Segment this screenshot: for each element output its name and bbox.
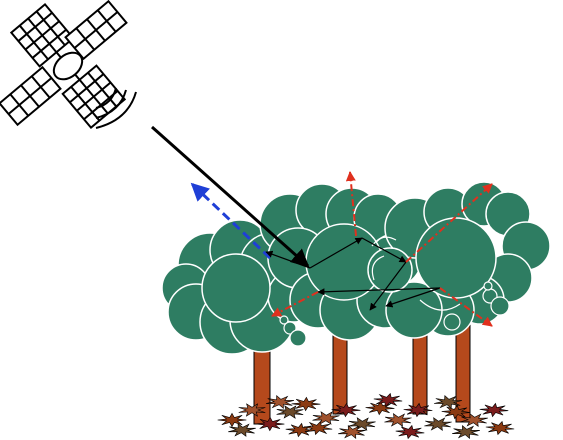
trunk-3 xyxy=(412,329,428,415)
fallen-leaf xyxy=(276,405,304,419)
fallen-leaf xyxy=(303,420,333,436)
fallen-leaf xyxy=(460,413,488,427)
fallen-leaf xyxy=(255,416,285,432)
leaf-litter xyxy=(217,392,515,440)
fallen-leaf xyxy=(238,403,266,417)
fallen-leaf xyxy=(348,417,376,431)
trunk-4 xyxy=(455,319,471,423)
tree-canopy-right xyxy=(367,181,551,339)
backscatter-ray xyxy=(190,182,272,260)
fallen-leaf xyxy=(433,394,463,410)
incident-ray xyxy=(151,125,310,268)
fallen-leaf xyxy=(228,423,256,437)
fallen-leaf xyxy=(265,394,295,410)
solar-panel-side xyxy=(0,0,128,127)
fallen-leaf xyxy=(373,392,403,408)
fallen-leaf xyxy=(291,396,321,412)
internal-scatter-rays xyxy=(265,237,441,311)
fallen-leaf xyxy=(338,424,366,440)
fallen-leaf xyxy=(217,412,247,428)
fallen-leaf xyxy=(312,411,340,425)
solar-panel-upper xyxy=(9,2,75,68)
fallen-leaf xyxy=(395,424,425,440)
canopy-details xyxy=(279,281,510,347)
scatter-rays xyxy=(271,171,493,327)
fallen-leaf xyxy=(441,404,471,420)
fallen-leaf xyxy=(485,420,515,436)
signal-waves-icon xyxy=(95,87,137,129)
fallen-leaf xyxy=(452,424,480,440)
tree-canopy-left xyxy=(161,219,321,355)
fallen-leaf xyxy=(424,417,452,431)
satellite-icon xyxy=(9,2,127,130)
fallen-leaf xyxy=(331,402,361,418)
fallen-leaf xyxy=(403,402,433,418)
fallen-leaf xyxy=(479,402,509,418)
fallen-leaf xyxy=(384,413,412,427)
